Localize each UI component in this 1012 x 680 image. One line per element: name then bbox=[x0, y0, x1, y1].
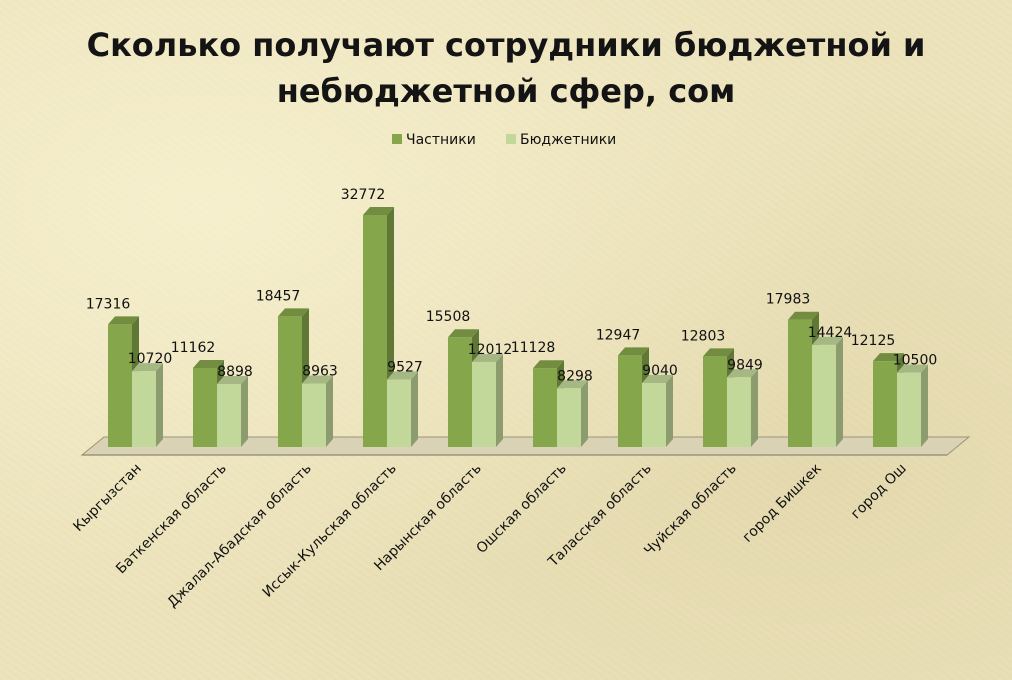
category-label-3: Иссык-Кульская область bbox=[260, 461, 400, 601]
bar-private-3 bbox=[363, 215, 387, 447]
bar-side-1-3 bbox=[411, 371, 418, 447]
bar-budget-6 bbox=[642, 383, 666, 447]
chart-title-line-2: небюджетной сфер, сом bbox=[276, 72, 736, 110]
bar-top-0-0 bbox=[108, 316, 139, 325]
chart-bars bbox=[108, 207, 928, 447]
category-label-5: Ошская область bbox=[473, 461, 569, 557]
bar-private-8 bbox=[788, 319, 812, 447]
bar-private-2 bbox=[278, 316, 302, 447]
data-label-0-3: 32772 bbox=[341, 187, 386, 203]
bar-top-0-9 bbox=[873, 353, 904, 362]
bar-side-1-2 bbox=[326, 375, 333, 447]
data-label-0-9: 12125 bbox=[851, 333, 896, 349]
data-label-1-4: 12012 bbox=[468, 342, 513, 358]
data-label-0-6: 12947 bbox=[596, 327, 641, 343]
bar-budget-2 bbox=[302, 383, 326, 447]
data-label-0-5: 11128 bbox=[511, 340, 556, 356]
bar-private-5 bbox=[533, 368, 557, 447]
bar-budget-7 bbox=[727, 377, 751, 447]
bar-side-1-9 bbox=[921, 364, 928, 447]
bar-top-1-5 bbox=[557, 380, 588, 389]
category-label-9: город Ош bbox=[848, 461, 910, 523]
bar-top-0-7 bbox=[703, 348, 734, 357]
data-label-0-4: 15508 bbox=[426, 309, 471, 325]
chart-title-line-1: Сколько получают сотрудники бюджетной и bbox=[86, 26, 926, 64]
data-label-1-6: 9040 bbox=[642, 363, 678, 379]
data-label-1-3: 9527 bbox=[387, 360, 423, 376]
bar-top-0-4 bbox=[448, 329, 479, 338]
bar-budget-3 bbox=[387, 379, 411, 447]
data-label-1-1: 8898 bbox=[217, 364, 253, 380]
bar-side-1-0 bbox=[156, 363, 163, 447]
category-label-2: Джалал-Абадская область bbox=[165, 461, 315, 611]
bar-private-7 bbox=[703, 356, 727, 447]
bar-private-6 bbox=[618, 355, 642, 447]
bar-top-1-8 bbox=[812, 336, 843, 345]
bar-budget-9 bbox=[897, 372, 921, 447]
chart-legend: Частники Бюджетники bbox=[392, 132, 616, 148]
data-label-1-0: 10720 bbox=[128, 351, 173, 367]
category-label-0: Кыргызстан bbox=[70, 461, 144, 535]
data-label-0-2: 18457 bbox=[256, 288, 301, 304]
data-label-1-7: 9849 bbox=[727, 357, 763, 373]
bar-side-1-5 bbox=[581, 380, 588, 447]
bar-top-0-8 bbox=[788, 311, 819, 320]
bar-private-9 bbox=[873, 361, 897, 447]
bar-top-0-3 bbox=[363, 207, 394, 215]
bar-side-1-4 bbox=[496, 353, 503, 447]
legend-label-1: Бюджетники bbox=[520, 132, 616, 148]
bar-top-1-1 bbox=[217, 376, 248, 385]
bar-top-1-3 bbox=[387, 371, 418, 380]
bar-side-1-7 bbox=[751, 369, 758, 447]
bar-top-1-6 bbox=[642, 375, 673, 384]
bar-budget-0 bbox=[132, 371, 156, 447]
bar-top-0-6 bbox=[618, 347, 649, 356]
bar-top-1-2 bbox=[302, 375, 333, 384]
bar-budget-5 bbox=[557, 388, 581, 447]
data-label-0-1: 11162 bbox=[171, 340, 216, 356]
bar-private-0 bbox=[108, 324, 132, 447]
bar-top-0-1 bbox=[193, 359, 224, 368]
data-label-0-7: 12803 bbox=[681, 328, 726, 344]
category-label-8: город Бишкек bbox=[740, 461, 825, 546]
bar-budget-8 bbox=[812, 344, 836, 447]
data-label-1-9: 10500 bbox=[893, 353, 938, 369]
data-label-0-0: 17316 bbox=[86, 296, 131, 312]
bar-top-1-0 bbox=[132, 363, 163, 372]
bar-budget-4 bbox=[472, 361, 496, 447]
bar-top-1-4 bbox=[472, 353, 503, 362]
bar-budget-1 bbox=[217, 384, 241, 447]
bar-side-1-8 bbox=[836, 336, 843, 447]
bar-top-1-7 bbox=[727, 369, 758, 378]
chart-title: Сколько получают сотрудники бюджетной и … bbox=[0, 22, 1012, 114]
legend-label-0: Частники bbox=[406, 132, 476, 148]
bar-private-4 bbox=[448, 337, 472, 447]
data-label-1-2: 8963 bbox=[302, 364, 338, 380]
legend-swatch-1 bbox=[506, 134, 516, 144]
bar-private-1 bbox=[193, 367, 217, 447]
data-label-1-8: 14424 bbox=[808, 325, 853, 341]
bar-side-1-1 bbox=[241, 376, 248, 447]
legend-swatch-0 bbox=[392, 134, 402, 144]
bar-top-0-2 bbox=[278, 308, 309, 317]
data-label-1-5: 8298 bbox=[557, 368, 593, 384]
bar-top-0-5 bbox=[533, 360, 564, 369]
category-label-7: Чуйская область bbox=[641, 461, 740, 560]
bar-side-1-6 bbox=[666, 375, 673, 447]
bar-top-1-9 bbox=[897, 364, 928, 373]
data-label-0-8: 17983 bbox=[766, 292, 811, 308]
